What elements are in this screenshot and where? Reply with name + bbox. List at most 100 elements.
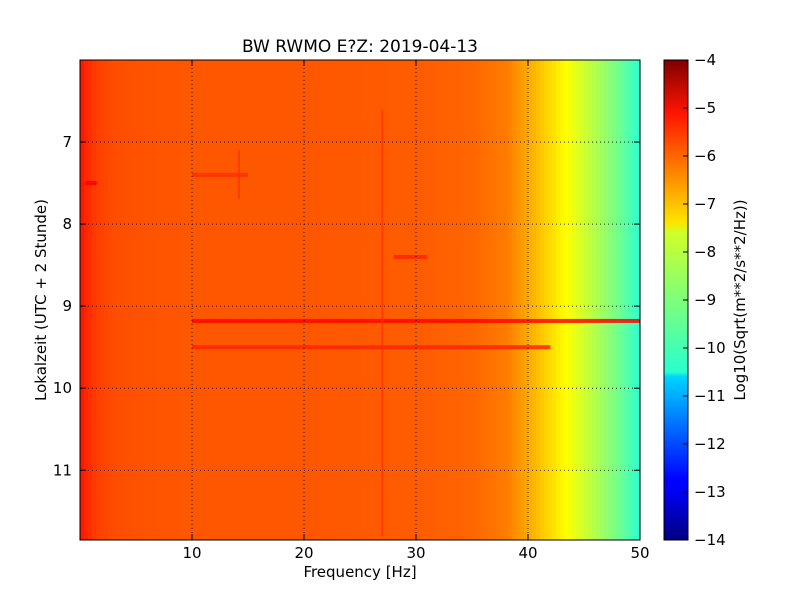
- y-axis: 7 8 9 10 11: [53, 133, 640, 479]
- spectrogram-cell: [320, 60, 325, 540]
- spectrogram-cell: [472, 60, 477, 540]
- spectrogram-cell: [352, 60, 357, 540]
- colorbar-tick-label: −8: [694, 243, 716, 261]
- spectrogram-cell: [316, 60, 321, 540]
- spectrogram-cell: [412, 60, 417, 540]
- spectrogram-cell: [116, 60, 121, 540]
- spectrogram-cell: [476, 60, 481, 540]
- spectrogram-cell: [172, 60, 177, 540]
- spectrogram-cell: [616, 60, 621, 540]
- spectrogram-cell: [480, 60, 485, 540]
- spectrogram-cell: [208, 60, 213, 540]
- x-tick-label: 40: [518, 544, 537, 562]
- spectrogram-cell: [232, 60, 237, 540]
- spectrogram-cell: [332, 60, 337, 540]
- spectrogram-cell: [132, 60, 137, 540]
- spectrogram-cell: [216, 60, 221, 540]
- colorbar-tick-label: −6: [694, 147, 716, 165]
- spectrogram-cell: [288, 60, 293, 540]
- spectrogram-cell: [192, 60, 197, 540]
- spectrogram-cell: [632, 60, 637, 540]
- x-axis-label: Frequency [Hz]: [303, 563, 416, 581]
- colorbar-ticks: −4 −5 −6 −7 −8 −9 −10 −11 −12 −13 −14: [683, 51, 726, 549]
- spectrogram-cell: [496, 60, 501, 540]
- colorbar-tick-label: −5: [694, 99, 716, 117]
- spectrogram-cell: [200, 60, 205, 540]
- spectrogram-cell: [620, 60, 625, 540]
- spectrogram-cell: [112, 60, 117, 540]
- spectrogram-cell: [560, 60, 565, 540]
- spectrogram-cell: [244, 60, 249, 540]
- spectrogram-cell: [420, 60, 425, 540]
- spectrogram-cell: [608, 60, 613, 540]
- spectrogram-cell: [84, 60, 89, 540]
- spectrogram-cell: [356, 60, 361, 540]
- spectrogram-cell: [612, 60, 617, 540]
- spectrogram-cell: [228, 60, 233, 540]
- spectrogram-cell: [404, 60, 409, 540]
- spectrogram-cell: [368, 60, 373, 540]
- spectrogram-cell: [488, 60, 493, 540]
- spectrogram-cell: [460, 60, 465, 540]
- colorbar-tick-label: −11: [694, 387, 726, 405]
- spectrogram-cells: [80, 60, 641, 540]
- spectrogram-cell: [152, 60, 157, 540]
- spectrogram-cell: [444, 60, 449, 540]
- spectrogram-cell: [164, 60, 169, 540]
- spectrogram-cell: [376, 60, 381, 540]
- spectrogram-cell: [552, 60, 557, 540]
- spectrogram-cell: [248, 60, 253, 540]
- spectrogram-cell: [196, 60, 201, 540]
- spectrogram-cell: [176, 60, 181, 540]
- spectrogram-cell: [508, 60, 513, 540]
- chart-title: BW RWMO E?Z: 2019-04-13: [242, 37, 478, 57]
- spectrogram-cell: [440, 60, 445, 540]
- spectrogram-cell: [536, 60, 541, 540]
- spectrogram-cell: [468, 60, 473, 540]
- spectrogram-cell: [392, 60, 397, 540]
- spectrogram-cell: [296, 60, 301, 540]
- spectrogram-cell: [544, 60, 549, 540]
- spectrogram-cell: [348, 60, 353, 540]
- spectrogram-cell: [168, 60, 173, 540]
- spectrogram-cell: [512, 60, 517, 540]
- spectrogram-cell: [184, 60, 189, 540]
- spectrogram-cell: [464, 60, 469, 540]
- spectrogram-cell: [584, 60, 589, 540]
- colorbar-tick-label: −9: [694, 291, 716, 309]
- spectrogram-cell: [284, 60, 289, 540]
- spectrogram-cell: [128, 60, 133, 540]
- spectrogram-cell: [484, 60, 489, 540]
- spectrogram-cell: [540, 60, 545, 540]
- spectrogram-cell: [408, 60, 413, 540]
- spectrogram-cell: [240, 60, 245, 540]
- spectrogram-cell: [516, 60, 521, 540]
- spectrogram-cell: [424, 60, 429, 540]
- colorbar-tick-label: −7: [694, 195, 716, 213]
- spectrogram-cell: [604, 60, 609, 540]
- colorbar-tick-label: −13: [694, 483, 726, 501]
- spectrogram-cell: [180, 60, 185, 540]
- spectrogram-cell: [384, 60, 389, 540]
- spectrogram-cell: [104, 60, 109, 540]
- spectrogram-cell: [304, 60, 309, 540]
- spectrogram-cell: [140, 60, 145, 540]
- spectrogram-cell: [220, 60, 225, 540]
- y-tick-label: 10: [53, 379, 72, 397]
- y-tick-label: 11: [53, 461, 72, 479]
- spectrogram-cell: [568, 60, 573, 540]
- y-axis-label: Lokalzeit (UTC + 2 Stunde): [32, 199, 50, 401]
- spectrogram-cell: [88, 60, 93, 540]
- spectrogram-cell: [396, 60, 401, 540]
- spectrogram-cell: [580, 60, 585, 540]
- spectrogram-cell: [312, 60, 317, 540]
- spectrogram-cell: [120, 60, 125, 540]
- plot-frame: [79, 59, 641, 541]
- spectrogram-band: [393, 254, 428, 259]
- colorbar-tick-label: −14: [694, 531, 726, 549]
- spectrogram-cell: [388, 60, 393, 540]
- spectrogram-cell: [156, 60, 161, 540]
- spectrogram-cell: [272, 60, 277, 540]
- spectrogram-cell: [600, 60, 605, 540]
